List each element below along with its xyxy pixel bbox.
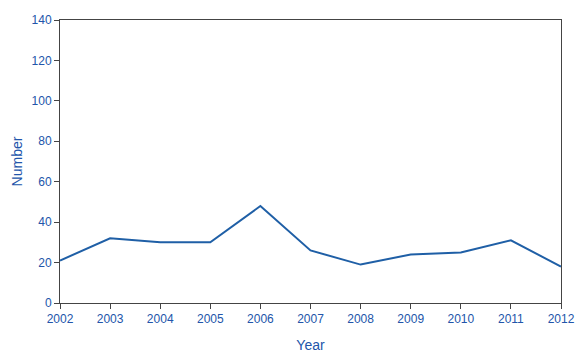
svg-text:60: 60 bbox=[38, 175, 52, 189]
svg-text:2009: 2009 bbox=[397, 312, 424, 326]
svg-text:2007: 2007 bbox=[297, 312, 324, 326]
svg-text:2012: 2012 bbox=[548, 312, 575, 326]
svg-text:Year: Year bbox=[296, 337, 325, 353]
svg-text:140: 140 bbox=[32, 13, 52, 27]
svg-text:20: 20 bbox=[38, 256, 52, 270]
svg-text:2004: 2004 bbox=[147, 312, 174, 326]
svg-text:2008: 2008 bbox=[347, 312, 374, 326]
svg-text:120: 120 bbox=[32, 54, 52, 68]
svg-text:2002: 2002 bbox=[47, 312, 74, 326]
svg-text:0: 0 bbox=[45, 296, 52, 310]
svg-text:2005: 2005 bbox=[197, 312, 224, 326]
svg-text:2010: 2010 bbox=[447, 312, 474, 326]
svg-text:80: 80 bbox=[38, 134, 52, 148]
svg-text:2011: 2011 bbox=[498, 312, 524, 326]
svg-text:Number: Number bbox=[9, 136, 25, 186]
svg-text:100: 100 bbox=[32, 94, 52, 108]
svg-text:40: 40 bbox=[38, 215, 52, 229]
svg-text:2006: 2006 bbox=[247, 312, 274, 326]
svg-text:2003: 2003 bbox=[97, 312, 124, 326]
